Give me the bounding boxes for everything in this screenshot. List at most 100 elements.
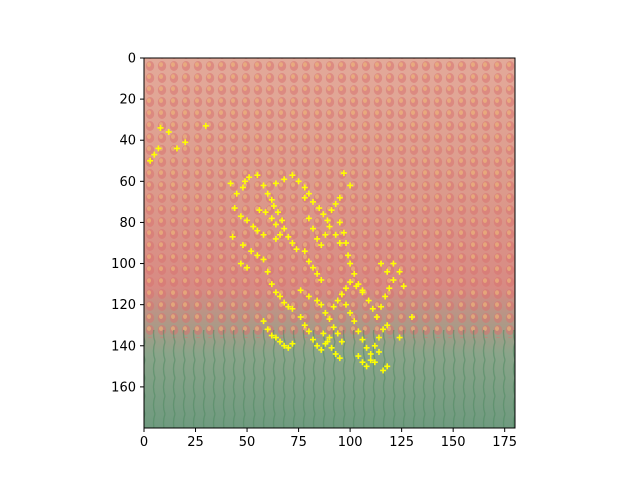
scatter-point bbox=[324, 217, 331, 224]
x-tick-label: 175 bbox=[492, 435, 517, 450]
scatter-point bbox=[289, 172, 296, 179]
scatter-point bbox=[274, 209, 281, 216]
x-tick-label: 100 bbox=[338, 435, 363, 450]
scatter-point bbox=[272, 180, 279, 187]
scatter-point bbox=[375, 348, 382, 355]
scatter-point bbox=[320, 211, 327, 218]
scatter-point bbox=[318, 346, 325, 353]
scatter-point bbox=[231, 205, 238, 212]
scatter-point bbox=[254, 252, 261, 259]
scatter-point bbox=[301, 248, 308, 255]
x-tick-label: 125 bbox=[389, 435, 414, 450]
scatter-point bbox=[173, 145, 180, 152]
scatter-point bbox=[268, 332, 275, 339]
x-axis: 0 25 50 75 100 125 150 175 bbox=[140, 428, 517, 450]
scatter-point bbox=[347, 260, 354, 267]
scatter-point bbox=[390, 277, 397, 283]
scatter-point bbox=[147, 157, 154, 164]
scatter-point bbox=[241, 178, 248, 185]
scatter-point bbox=[359, 359, 366, 366]
scatter-point bbox=[375, 334, 382, 341]
scatter-point bbox=[295, 178, 302, 185]
scatter-point bbox=[363, 344, 370, 351]
scatter-point bbox=[378, 303, 385, 310]
scatter-point bbox=[272, 235, 279, 242]
scatter-point bbox=[342, 240, 349, 246]
scatter-point bbox=[320, 330, 327, 337]
scatter-point bbox=[322, 309, 329, 316]
scatter-point bbox=[297, 314, 304, 320]
x-tick-label: 150 bbox=[441, 435, 466, 450]
scatter-point bbox=[396, 268, 403, 275]
scatter-point bbox=[254, 227, 261, 234]
scatter-point bbox=[310, 264, 317, 271]
scatter-point bbox=[347, 279, 354, 286]
y-tick-label: 120 bbox=[111, 298, 136, 313]
scatter-point bbox=[277, 338, 284, 345]
scatter-point bbox=[268, 215, 275, 222]
scatter-point bbox=[336, 194, 343, 201]
scatter-point bbox=[182, 139, 189, 146]
scatter-point bbox=[285, 344, 292, 351]
scatter-point bbox=[338, 291, 345, 298]
scatter-point bbox=[289, 305, 296, 312]
scatter-point bbox=[262, 209, 269, 216]
scatter-point bbox=[246, 174, 253, 181]
scatter-point bbox=[330, 324, 337, 331]
scatter-point bbox=[326, 316, 333, 323]
scatter-point bbox=[353, 283, 360, 290]
scatter-point bbox=[378, 260, 385, 267]
scatter-point bbox=[305, 258, 312, 265]
scatter-point bbox=[316, 205, 323, 212]
scatter-point bbox=[227, 180, 234, 187]
scatter-point bbox=[318, 242, 325, 249]
scatter-point bbox=[239, 242, 246, 249]
scatter-point bbox=[367, 351, 374, 357]
scatter-point bbox=[305, 190, 312, 197]
scatter-point bbox=[351, 270, 358, 277]
scatter-point bbox=[324, 338, 331, 345]
scatter-point bbox=[332, 231, 339, 238]
scatter-point bbox=[301, 184, 308, 191]
scatter-point bbox=[334, 330, 341, 337]
scatter-point bbox=[293, 246, 300, 253]
y-tick-label: 140 bbox=[111, 339, 136, 354]
scatter-point bbox=[345, 252, 352, 259]
scatter-point bbox=[237, 213, 244, 220]
scatter-point bbox=[347, 309, 354, 316]
scatter-point bbox=[272, 289, 279, 296]
scatter-point bbox=[268, 196, 275, 203]
scatter-point bbox=[318, 277, 325, 283]
scatter-point bbox=[310, 198, 317, 205]
y-tick-label: 60 bbox=[119, 175, 136, 190]
scatter-point bbox=[390, 260, 397, 267]
scatter-point bbox=[314, 297, 321, 304]
scatter-point bbox=[305, 293, 312, 300]
scatter-point bbox=[365, 297, 372, 304]
scatter-point bbox=[336, 240, 343, 246]
scatter-point bbox=[202, 122, 209, 129]
scatter-point bbox=[301, 194, 308, 201]
scatter-point bbox=[248, 248, 255, 255]
scatter-point bbox=[332, 200, 339, 207]
y-tick-label: 100 bbox=[111, 257, 136, 272]
scatter-point bbox=[155, 145, 162, 152]
scatter-point bbox=[281, 225, 288, 232]
scatter-point bbox=[281, 342, 288, 349]
x-tick-label: 0 bbox=[140, 435, 148, 450]
scatter-point bbox=[268, 281, 275, 288]
scatter-point bbox=[342, 285, 349, 292]
scatter-point bbox=[281, 176, 288, 183]
scatter-point bbox=[314, 270, 321, 277]
scatter-point bbox=[334, 297, 341, 304]
scatter-point bbox=[237, 260, 244, 267]
scatter-point bbox=[371, 342, 378, 349]
scatter-point bbox=[250, 223, 257, 230]
scatter-markers bbox=[147, 122, 415, 374]
scatter-point bbox=[310, 336, 317, 343]
scatter-point bbox=[264, 190, 271, 197]
y-tick-label: 160 bbox=[111, 380, 136, 395]
scatter-point bbox=[330, 303, 337, 310]
scatter-point bbox=[386, 285, 393, 292]
scatter-point bbox=[157, 124, 164, 131]
